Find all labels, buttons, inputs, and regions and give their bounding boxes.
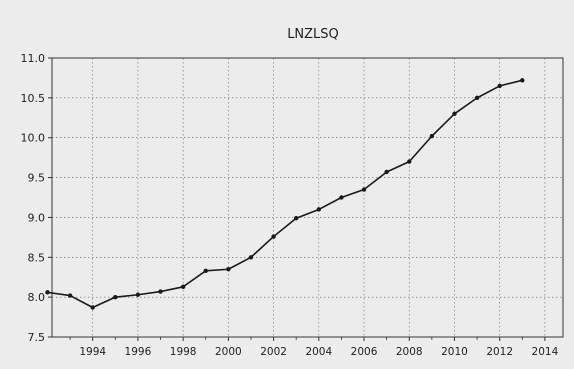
data-point <box>497 83 502 89</box>
y-tick-label: 9.5 <box>28 172 46 185</box>
chart-title: LNZLSQ <box>287 27 339 42</box>
data-point <box>474 95 480 101</box>
x-tick-label: 2012 <box>486 346 513 358</box>
data-point <box>226 267 231 272</box>
data-point <box>407 159 412 164</box>
data-point <box>293 216 299 221</box>
data-point <box>248 255 254 260</box>
x-tick-label: 2002 <box>260 346 287 358</box>
data-point <box>452 111 457 117</box>
data-point <box>384 169 389 175</box>
data-point <box>45 290 50 295</box>
y-tick-label: 10.5 <box>21 92 46 105</box>
y-tick-label: 8.0 <box>28 291 46 304</box>
x-tick-label: 2010 <box>441 346 468 358</box>
data-point <box>180 284 186 289</box>
data-point <box>271 234 276 239</box>
plot-frame <box>51 57 564 338</box>
y-tick-label: 9.0 <box>28 211 46 224</box>
data-point <box>158 289 163 294</box>
x-tick-label: 2014 <box>532 346 559 358</box>
data-point <box>316 207 322 212</box>
x-tick-label: 2006 <box>351 346 378 358</box>
y-tick-label: 11.0 <box>21 52 46 65</box>
y-tick-label: 7.5 <box>28 331 46 344</box>
data-point <box>429 133 435 139</box>
x-tick-label: 2008 <box>396 346 423 358</box>
data-point <box>135 292 141 297</box>
x-tick-label: 2000 <box>215 346 242 358</box>
series-line <box>47 79 523 309</box>
y-tick-label: 10.0 <box>21 132 46 145</box>
x-tick-label: 2004 <box>305 346 332 358</box>
data-point <box>113 294 118 300</box>
data-point <box>203 268 208 274</box>
x-tick-label: 1994 <box>79 346 106 358</box>
x-tick-label: 1998 <box>170 346 197 358</box>
data-point <box>67 293 73 298</box>
series-layer <box>45 78 525 310</box>
data-point <box>339 195 344 200</box>
data-point <box>361 187 367 192</box>
x-tick-label: 1996 <box>125 346 152 358</box>
data-point <box>520 78 525 83</box>
y-tick-label: 8.5 <box>28 251 46 264</box>
data-point <box>90 305 95 310</box>
ticks-layer: 7.5 8.0 8.5 9.0 9.5 10.0 10.5 11.0 1994 1996 1998 2… <box>21 52 559 358</box>
grid-layer <box>52 58 563 337</box>
